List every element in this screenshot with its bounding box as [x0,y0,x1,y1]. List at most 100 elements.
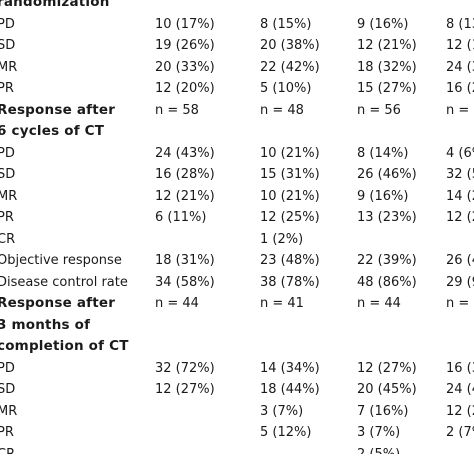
table-row: MR 3 (7%) 7 (16%) 12 (23%) [0,401,474,423]
table-cell: 18 (44%) [260,382,320,397]
table-cell: 10 (21%) [260,145,320,161]
row-label: PR [0,81,14,96]
table-cell: 38 (78%) [260,274,320,290]
row-label: SD [0,382,16,397]
table-cell: 6 (11%) [155,210,207,225]
table-row: Objective response 18 (31%) 23 (48%) 22 (39… [0,250,474,272]
table-row: MR 20 (33%) 22 (42%) 18 (32%) 24 (38%) [0,57,474,79]
section-title: Response after [0,101,116,118]
section-title: randomization [0,0,110,10]
table-row: MR 12 (21%) 10 (21%) 9 (16%) 14 (23%) [0,186,474,208]
section-header-row: Response after n = 58 n = 48 n = 56 n = 59 [0,100,474,122]
table-cell: 12 (25%) [260,210,320,225]
table-cell: 10 (21%) [260,188,320,204]
table-cell: 15 (31%) [260,167,320,182]
group-n-cell: n = 44 [357,296,401,311]
table-cell: 3 (7%) [260,403,304,419]
table-cell: 8 (13%) [446,16,474,32]
section-title: 3 months of [0,316,91,333]
table-cell: 8 (15%) [260,16,312,32]
table-row: PD 10 (17%) 8 (15%) 9 (16%) 8 (13%) [0,14,474,36]
row-label: PD [0,360,15,376]
table-cell: 16 (25%) [446,81,474,96]
table-row: SD 16 (28%) 15 (31%) 26 (46%) 32 (54%) [0,164,474,186]
group-n-cell: n = 48 [260,102,304,118]
table-cell: 9 (16%) [357,188,409,204]
row-label: Objective response [0,253,122,268]
row-label: MR [0,403,18,419]
table-cell: 12 (21%) [155,188,215,204]
table-cell: 8 (14%) [357,145,409,161]
table-cell: 32 (54%) [446,167,474,182]
row-label: SD [0,38,16,53]
table-row: PR 5 (12%) 3 (7%) 2 (7%) [0,422,474,444]
row-label: CR [0,444,15,454]
group-n-cell: n = 41 [260,296,304,311]
table-cell: 12 (19%) [446,38,474,53]
group-n-cell: n = 56 [357,102,401,118]
table-row: PR 12 (20%) 5 (10%) 15 (27%) 16 (25%) [0,78,474,100]
table-cell: 3 (7%) [357,425,401,440]
row-label: PR [0,210,14,225]
section-header-row: 6 cycles of CT [0,121,474,143]
row-label: SD [0,167,16,182]
table-cell: 13 (23%) [357,210,417,225]
table-row: PR 6 (11%) 12 (25%) 13 (23%) 12 (20%) [0,207,474,229]
section-header-row: completion of CT [0,336,474,358]
table-cell: 10 (17%) [155,16,215,32]
table-cell: 19 (26%) [155,38,215,53]
table-cell: 26 (46%) [357,167,417,182]
table-cell: 12 (20%) [446,210,474,225]
table-cell: 32 (72%) [155,360,215,376]
table-cell: 20 (45%) [357,382,417,397]
table-cell: 5 (12%) [260,425,312,440]
table-row: SD 12 (27%) 18 (44%) 20 (45%) 24 (47%) [0,379,474,401]
table-cell: 24 (47%) [446,382,474,397]
row-label: MR [0,188,18,204]
table-cell: 24 (43%) [155,145,215,161]
table-row: PD 24 (43%) 10 (21%) 8 (14%) 4 (6%) [0,143,474,165]
table-cell: 1 (2%) [260,231,304,247]
table-row: Disease control rate 34 (58%) 38 (78%) 48 (… [0,272,474,294]
group-n-cell: n = 59 [446,102,474,118]
table-cell: 2 (7%) [446,425,474,440]
row-label: MR [0,59,18,75]
table-cell: 48 (86%) [357,274,417,290]
table-cell: 9 (16%) [357,16,409,32]
table-cell: 12 (20%) [155,81,215,96]
table-cell: 23 (48%) [260,253,320,268]
table-row: CR 2 (5%) [0,444,474,454]
section-header-row: 3 months of [0,315,474,337]
row-label: PD [0,16,15,32]
group-n-cell: n = 51 [446,296,474,311]
row-label: PR [0,425,14,440]
table-cell: 20 (38%) [260,38,320,53]
table-cell: 12 (27%) [155,382,215,397]
table-cell: 24 (38%) [446,59,474,75]
table-cell: 26 (44%) [446,253,474,268]
table-row: SD 19 (26%) 20 (38%) 12 (21%) 12 (19%) [0,35,474,57]
table-cell: 16 (31%) [446,360,474,376]
table-cell: 18 (31%) [155,253,215,268]
section-header-row: randomization [0,0,474,14]
table-cell: 15 (27%) [357,81,417,96]
table-cell: 20 (33%) [155,59,215,75]
section-header-row: Response after n = 44 n = 41 n = 44 n = 51 [0,293,474,315]
table-cell: 7 (16%) [357,403,409,419]
table-cell: 4 (6%) [446,145,474,161]
table-cell: 12 (27%) [357,360,417,376]
table-cell: 16 (28%) [155,167,215,182]
table-cell: 2 (5%) [357,444,400,454]
table-row: CR 1 (2%) [0,229,474,251]
table-cell: 14 (23%) [446,188,474,204]
table-cell: 29 (98%) [446,274,474,290]
table-cell: 12 (23%) [446,403,474,419]
table-cell: 14 (34%) [260,360,320,376]
section-title: 6 cycles of CT [0,123,105,139]
row-label: PD [0,145,15,161]
table-cell: 12 (21%) [357,38,417,53]
row-label: CR [0,231,16,247]
row-label: Disease control rate [0,274,128,290]
table-cell: 5 (10%) [260,81,312,96]
